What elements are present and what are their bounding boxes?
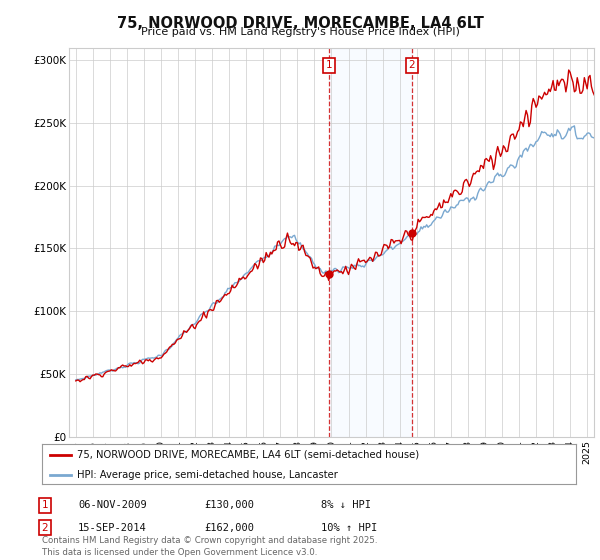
- Text: 06-NOV-2009: 06-NOV-2009: [78, 500, 147, 510]
- Text: £130,000: £130,000: [204, 500, 254, 510]
- Text: 10% ↑ HPI: 10% ↑ HPI: [321, 522, 377, 533]
- Text: 2: 2: [409, 60, 415, 70]
- Text: 1: 1: [326, 60, 332, 70]
- Text: 75, NORWOOD DRIVE, MORECAMBE, LA4 6LT (semi-detached house): 75, NORWOOD DRIVE, MORECAMBE, LA4 6LT (s…: [77, 450, 419, 460]
- Text: Price paid vs. HM Land Registry's House Price Index (HPI): Price paid vs. HM Land Registry's House …: [140, 27, 460, 37]
- Text: 1: 1: [41, 500, 49, 510]
- Text: 8% ↓ HPI: 8% ↓ HPI: [321, 500, 371, 510]
- Text: 15-SEP-2014: 15-SEP-2014: [78, 522, 147, 533]
- Bar: [329, 48, 412, 437]
- Text: 75, NORWOOD DRIVE, MORECAMBE, LA4 6LT: 75, NORWOOD DRIVE, MORECAMBE, LA4 6LT: [116, 16, 484, 31]
- Text: 2: 2: [41, 522, 49, 533]
- Text: Contains HM Land Registry data © Crown copyright and database right 2025.
This d: Contains HM Land Registry data © Crown c…: [42, 536, 377, 557]
- Text: £162,000: £162,000: [204, 522, 254, 533]
- Text: HPI: Average price, semi-detached house, Lancaster: HPI: Average price, semi-detached house,…: [77, 470, 338, 480]
